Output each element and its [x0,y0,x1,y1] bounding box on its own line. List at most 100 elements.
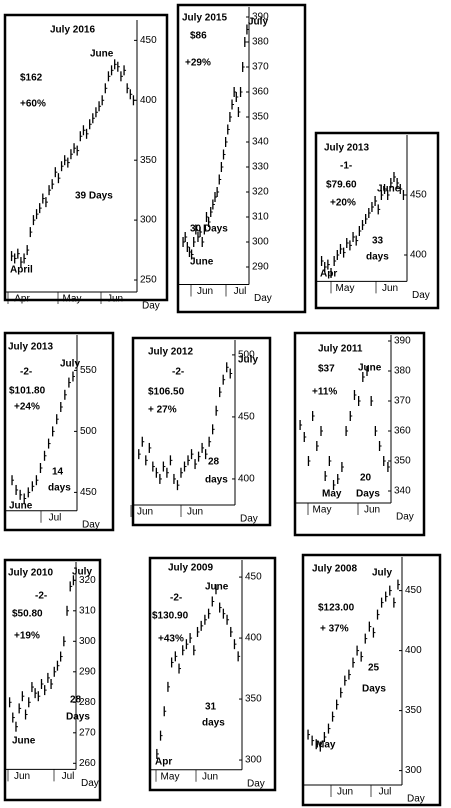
annotation: -2- [35,591,47,602]
y-tick-label: 400 [140,95,157,106]
annotation: days [48,483,71,494]
y-tick-label: 340 [394,486,411,497]
y-tick-label: 450 [140,35,157,46]
x-tick-label: Jun [187,507,203,518]
x-tick-label: May [161,771,180,782]
annotation: May [316,740,336,751]
annotation: +20% [330,198,356,209]
chart-title: July 2013 [324,143,369,154]
y-tick-label: 370 [252,62,269,73]
panel-border [3,13,169,302]
x-tick-label: Jul [62,771,75,782]
annotation: -2- [170,593,182,604]
annotation: 31 [205,702,217,713]
annotation: $37 [318,364,335,375]
y-tick-label: 300 [405,765,422,776]
annotation: 39 Days [75,191,113,202]
annotation: -1- [340,161,352,172]
annotation: 30 Days [190,224,228,235]
y-tick-label: 350 [140,155,157,166]
panel-border [314,131,440,310]
x-tick-label: Jun [197,286,213,297]
annotation: June [190,257,214,268]
y-tick-label: 290 [252,262,269,273]
y-tick-label: 500 [238,350,255,361]
y-tick-label: 550 [80,365,97,376]
y-tick-label: 320 [252,187,269,198]
annotation: Days [66,712,90,723]
annotation: +24% [14,402,40,413]
annotation: +60% [20,99,46,110]
annotation: July [238,355,258,366]
y-tick-label: 400 [405,645,422,656]
chart-title: July 2010 [8,568,53,579]
y-tick-label: 250 [140,275,157,286]
annotation: June [90,49,114,60]
x-tick-label: Jun [107,294,123,305]
annotation: -2- [20,367,32,378]
y-tick-label: 450 [410,190,427,201]
panel-border [131,336,272,527]
panel-border [3,331,115,532]
x-tick-label: May [313,505,332,516]
annotation: July [72,567,92,578]
annotation: $106.50 [148,387,185,398]
annotation: +19% [14,631,40,642]
annotation: 20 [360,473,372,484]
annotation: 14 [52,467,64,478]
annotation: $86 [190,31,207,42]
y-tick-label: 360 [394,426,411,437]
y-tick-label: 450 [80,487,97,498]
chart-title: July 2016 [50,25,95,36]
panel-border [3,558,102,802]
annotation: June [377,184,401,195]
chart-title: July 2009 [168,563,213,574]
y-tick-label: 300 [252,237,269,248]
y-tick-label: 340 [252,137,269,148]
y-tick-label: 500 [80,426,97,437]
x-tick-label: Jun [137,507,153,518]
annotation: + 37% [320,624,349,635]
y-tick-label: 310 [252,212,269,223]
annotation: $123.00 [318,603,355,614]
chart-title: July 2011 [318,344,363,355]
annotation: June [12,736,36,747]
x-axis-label: Day [412,290,430,301]
x-tick-label: May [63,294,82,305]
x-axis-label: Day [407,794,425,805]
x-axis-label: Day [396,512,414,523]
y-tick-label: 300 [140,215,157,226]
y-tick-label: 370 [394,396,411,407]
annotation: $79.60 [326,180,357,191]
annotation: July [60,359,80,370]
annotation: +11% [312,387,337,398]
y-tick-label: 380 [252,37,269,48]
y-tick-label: 350 [245,694,262,705]
annotation: $162 [20,73,43,84]
y-tick-label: 280 [79,697,96,708]
annotation: May [322,489,342,500]
y-tick-label: 390 [252,12,269,23]
x-axis-label: Day [81,778,99,789]
annotation: April [10,265,33,276]
annotation: +29% [185,58,211,69]
panel-border [148,556,277,792]
annotation: June [9,501,33,512]
y-tick-label: 380 [394,366,411,377]
x-tick-label: Jul [379,787,392,798]
y-tick-label: 290 [79,666,96,677]
annotation: June [205,582,229,593]
annotation: Days [362,684,386,695]
chart-title: July 2012 [148,347,193,358]
x-axis-label: Day [82,519,100,530]
chart-title: July 2015 [182,13,227,24]
y-tick-label: 270 [79,727,96,738]
x-axis-label: Day [142,301,160,312]
y-tick-label: 300 [245,755,262,766]
y-tick-label: 400 [238,474,255,485]
annotation: 25 [368,663,380,674]
y-tick-label: 450 [405,585,422,596]
annotation: 28 [208,457,220,468]
x-tick-label: Jun [364,505,380,516]
y-tick-label: 350 [394,456,411,467]
